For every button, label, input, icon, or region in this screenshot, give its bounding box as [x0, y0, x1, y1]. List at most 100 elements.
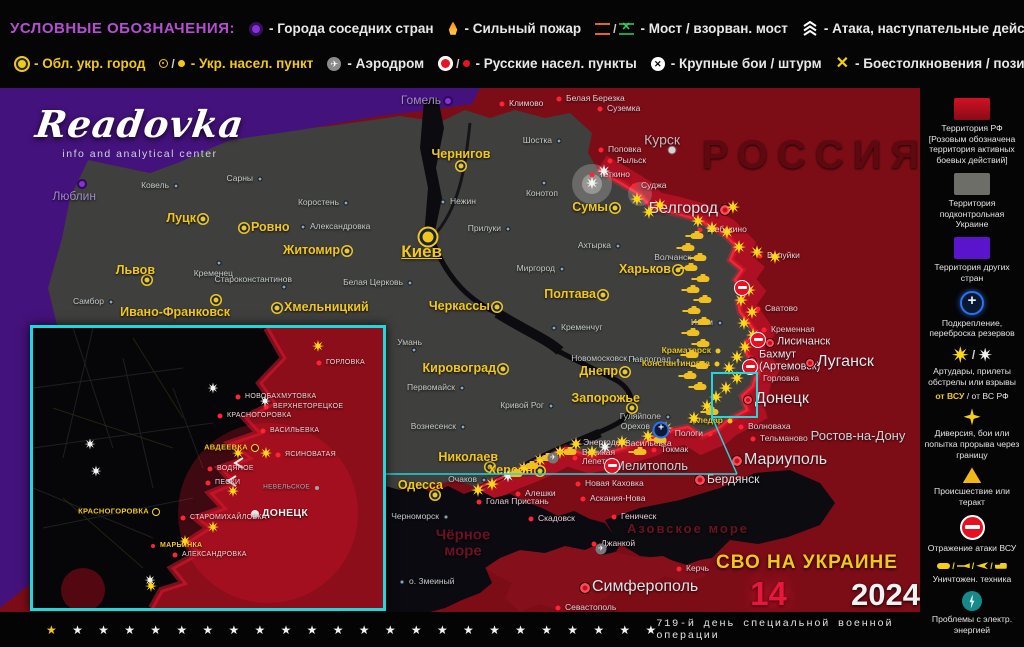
- city-marker: [575, 481, 581, 487]
- strike-burst-icon: [227, 485, 239, 497]
- incident-icon: [962, 467, 982, 484]
- city-label: Александровка: [182, 550, 247, 558]
- city-marker: [275, 452, 281, 458]
- destroyed-tank-icon: [558, 446, 577, 455]
- artillery-strike-icon: /: [951, 346, 993, 364]
- footer-bar: ★ ★ ★ ★ ★ ★ ★ ★ ★ ★ ★ ★ ★ ★ ★ ★ ★ ★ ★ ★ ★ ★ ★ ★ 719-й день спец…: [0, 612, 920, 647]
- city-marker: [615, 243, 621, 249]
- city-label: Волноваха: [748, 421, 791, 432]
- repelled-attack-icon: [742, 359, 758, 375]
- sabotage-icon: [963, 408, 981, 426]
- strike-burst-icon: [207, 382, 219, 394]
- city-marker: [342, 246, 352, 256]
- city-marker: [443, 96, 453, 106]
- city-label: Житомир: [283, 242, 340, 257]
- legend-item-label: - Боестолкновения / позиционные бои: [855, 56, 1024, 71]
- destroyed-tank-icon: [504, 468, 523, 477]
- city-label: Верхнеторецкое: [273, 402, 344, 410]
- russian-settlement-icon: /: [438, 56, 470, 71]
- strike-burst-icon: [144, 574, 156, 586]
- city-marker: [151, 544, 155, 548]
- city-label: Гуляйполе: [619, 411, 661, 422]
- city-label: Пески: [215, 478, 241, 486]
- city-marker: [556, 138, 562, 144]
- strike-burst-icon: [259, 395, 271, 407]
- city-label: Миргород: [516, 263, 555, 274]
- clashes-icon: ✕: [835, 54, 850, 72]
- destroyed-tank-icon: [692, 316, 711, 325]
- star-icon: ★: [124, 622, 135, 637]
- city-label: Суджа: [641, 180, 667, 191]
- city-label: Кременец: [193, 268, 233, 278]
- city-label: Одесса: [397, 477, 443, 492]
- logo-wordmark: Readovka: [32, 102, 248, 146]
- city-marker: [492, 302, 502, 312]
- city-marker: [556, 96, 562, 102]
- readovka-logo: Readovka info and analytical center: [32, 102, 248, 160]
- swatch-rf-territory: [954, 98, 990, 120]
- city-label: Прилуки: [467, 223, 501, 234]
- city-label: Донецк: [262, 506, 309, 519]
- city-label: Конотоп: [525, 188, 558, 198]
- city-label: Черкассы: [428, 298, 490, 313]
- strike-burst-icon: [597, 164, 611, 178]
- strike-burst-icon: [720, 225, 734, 239]
- star-icon: ★: [463, 622, 474, 637]
- city-label: Орехов: [620, 421, 650, 432]
- neighbor-city-icon: [248, 21, 263, 36]
- city-marker: [217, 413, 223, 419]
- destroyed-tank-icon: [700, 406, 719, 415]
- city-marker: [761, 327, 767, 333]
- strike-burst-icon: [615, 435, 629, 449]
- city-label: Коростень: [297, 197, 339, 208]
- destroyed-tank-icon: [690, 360, 709, 369]
- city-label: Днепр: [579, 363, 618, 378]
- star-icon: ★: [358, 622, 370, 637]
- strike-burst-icon: [750, 245, 764, 259]
- city-marker: [498, 364, 508, 374]
- city-marker: [481, 477, 487, 483]
- city-marker: [216, 260, 222, 266]
- strike-burst-icon: [726, 200, 740, 214]
- legend-item-label: - Укр. насел. пункт: [190, 56, 314, 71]
- city-label: Ахтырка: [577, 240, 611, 251]
- city-marker: [615, 441, 621, 447]
- reinforcement-icon: +: [960, 290, 984, 315]
- destroyed-tank-icon: [685, 230, 704, 239]
- city-label: Мелитополь: [613, 458, 689, 474]
- city-marker: [399, 579, 405, 585]
- city-label: Харьков: [618, 261, 671, 276]
- year-label: 2024: [851, 577, 920, 612]
- city-label: Новобахмутовка: [245, 392, 317, 400]
- strike-burst-icon: [569, 437, 583, 451]
- city-label: Геническ: [621, 511, 657, 522]
- city-marker: [198, 214, 208, 224]
- city-marker: [673, 265, 683, 275]
- star-icon: ★: [645, 622, 657, 637]
- city-marker: [211, 295, 221, 305]
- sidebar-legend-item: Происшествие или теракт: [923, 467, 1021, 507]
- strike-burst-icon: [705, 221, 719, 235]
- city-marker: [597, 106, 603, 112]
- city-label: Сарны: [226, 173, 254, 184]
- city-label: Красногоровка: [227, 411, 292, 419]
- top-legend-bar: УСЛОВНЫЕ ОБОЗНАЧЕНИЯ: - Города соседних …: [0, 0, 1024, 88]
- legend-item: / - Мост / взорван. мост: [595, 20, 788, 36]
- city-marker: [257, 176, 263, 182]
- city-marker: [620, 367, 630, 377]
- city-label: Ростов-на-Дону: [810, 428, 906, 444]
- city-marker: [205, 480, 211, 486]
- strike-burst-icon: [485, 477, 499, 491]
- city-label: Луцк: [166, 210, 196, 225]
- destroyed-tank-icon: [691, 273, 710, 282]
- sidebar-legend-label: Территория подконтрольная Украине: [939, 197, 1005, 230]
- airfield-icon: ✈: [547, 452, 559, 464]
- sidebar-legend-item: + Подкрепление, переброска резервов: [923, 290, 1021, 339]
- city-marker: [476, 499, 482, 505]
- city-label: Ивано-Франковск: [120, 305, 230, 319]
- city-marker: [281, 284, 287, 290]
- city-label: Чернигов: [431, 146, 491, 161]
- destroyed-tank-icon: [688, 252, 707, 261]
- city-label: Новая Каховка: [585, 478, 644, 489]
- strike-burst-icon: [260, 447, 272, 459]
